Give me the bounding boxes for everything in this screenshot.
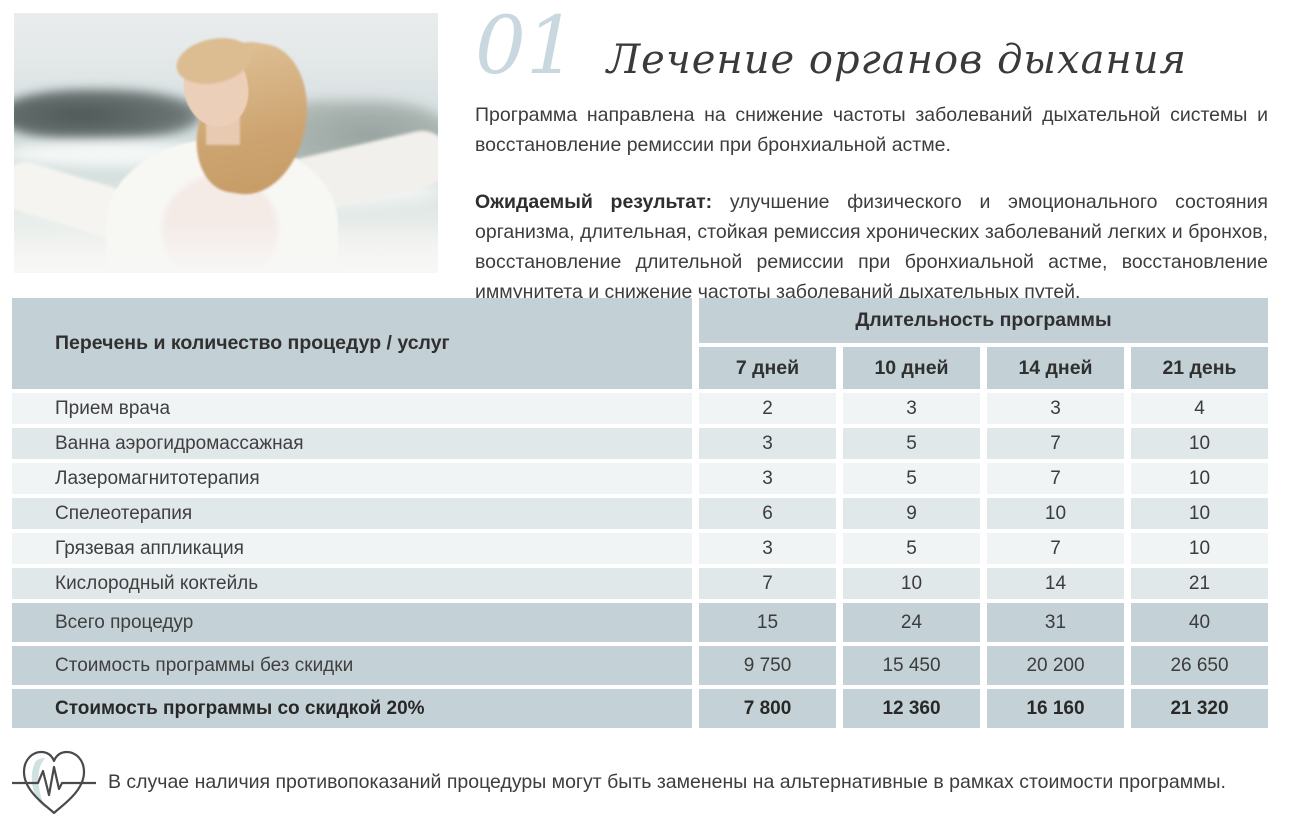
photo-bottom-fade — [14, 223, 438, 273]
expected-result-text: улучшение физического и эмоционального с… — [475, 191, 1268, 303]
row-value: 20 200 — [987, 646, 1124, 685]
row-value: 3 — [843, 393, 980, 424]
row-value: 5 — [843, 463, 980, 494]
table-header-duration: Длительность программы — [699, 298, 1268, 343]
row-name: Спелеотерапия — [12, 498, 692, 529]
beach-photo — [14, 13, 438, 273]
row-name: Прием врача — [12, 393, 692, 424]
row-value: 26 650 — [1131, 646, 1268, 685]
row-value: 7 — [699, 568, 836, 599]
row-value: 3 — [987, 393, 1124, 424]
row-value: 4 — [1131, 393, 1268, 424]
row-value: 14 — [987, 568, 1124, 599]
row-value: 7 800 — [699, 689, 836, 728]
row-value: 10 — [1131, 463, 1268, 494]
row-name: Стоимость программы без скидки — [12, 646, 692, 685]
footer-note-text: В случае наличия противопоказаний процед… — [108, 770, 1226, 793]
row-value: 5 — [843, 533, 980, 564]
section-number: 01 — [475, 0, 577, 92]
expected-result-paragraph: Ожидаемый результат: улучшение физическо… — [475, 187, 1268, 307]
row-value: 10 — [843, 568, 980, 599]
row-value: 12 360 — [843, 689, 980, 728]
header-block: 01 Лечение органов дыхания Программа нап… — [475, 0, 1268, 307]
row-name: Ванна аэрогидромассажная — [12, 428, 692, 459]
row-value: 16 160 — [987, 689, 1124, 728]
row-value: 15 450 — [843, 646, 980, 685]
row-value: 31 — [987, 603, 1124, 642]
row-value: 10 — [1131, 533, 1268, 564]
row-value: 24 — [843, 603, 980, 642]
table-header-14-days: 14 дней — [987, 347, 1124, 389]
table-header-21-days: 21 день — [1131, 347, 1268, 389]
row-value: 10 — [1131, 428, 1268, 459]
row-value: 7 — [987, 428, 1124, 459]
rocks-left-shape — [14, 89, 200, 141]
row-value: 3 — [699, 533, 836, 564]
expected-result-label: Ожидаемый результат: — [475, 191, 713, 213]
row-value: 10 — [1131, 498, 1268, 529]
row-name: Стоимость программы со скидкой 20% — [12, 689, 692, 728]
footer-note-block: В случае наличия противопоказаний процед… — [12, 744, 1268, 820]
row-value: 40 — [1131, 603, 1268, 642]
row-name: Лазеромагнитотерапия — [12, 463, 692, 494]
row-value: 3 — [699, 463, 836, 494]
row-value: 7 — [987, 533, 1124, 564]
row-value: 7 — [987, 463, 1124, 494]
row-value: 2 — [699, 393, 836, 424]
row-value: 15 — [699, 603, 836, 642]
row-value: 10 — [987, 498, 1124, 529]
program-table: Перечень и количество процедур / услуг Д… — [12, 298, 1268, 728]
row-value: 21 320 — [1131, 689, 1268, 728]
row-name: Грязевая аппликация — [12, 533, 692, 564]
row-value: 9 — [843, 498, 980, 529]
row-name: Всего процедур — [12, 603, 692, 642]
title-row: 01 Лечение органов дыхания — [475, 0, 1268, 92]
table-header-7-days: 7 дней — [699, 347, 836, 389]
row-value: 9 750 — [699, 646, 836, 685]
row-value: 5 — [843, 428, 980, 459]
heartbeat-heart-icon — [12, 750, 96, 815]
row-value: 3 — [699, 428, 836, 459]
row-value: 21 — [1131, 568, 1268, 599]
row-value: 6 — [699, 498, 836, 529]
table-header-services: Перечень и количество процедур / услуг — [12, 298, 692, 389]
table-header-10-days: 10 дней — [843, 347, 980, 389]
intro-paragraph: Программа направлена на снижение частоты… — [475, 104, 1268, 156]
page-title: Лечение органов дыхания — [606, 37, 1188, 83]
row-name: Кислородный коктейль — [12, 568, 692, 599]
